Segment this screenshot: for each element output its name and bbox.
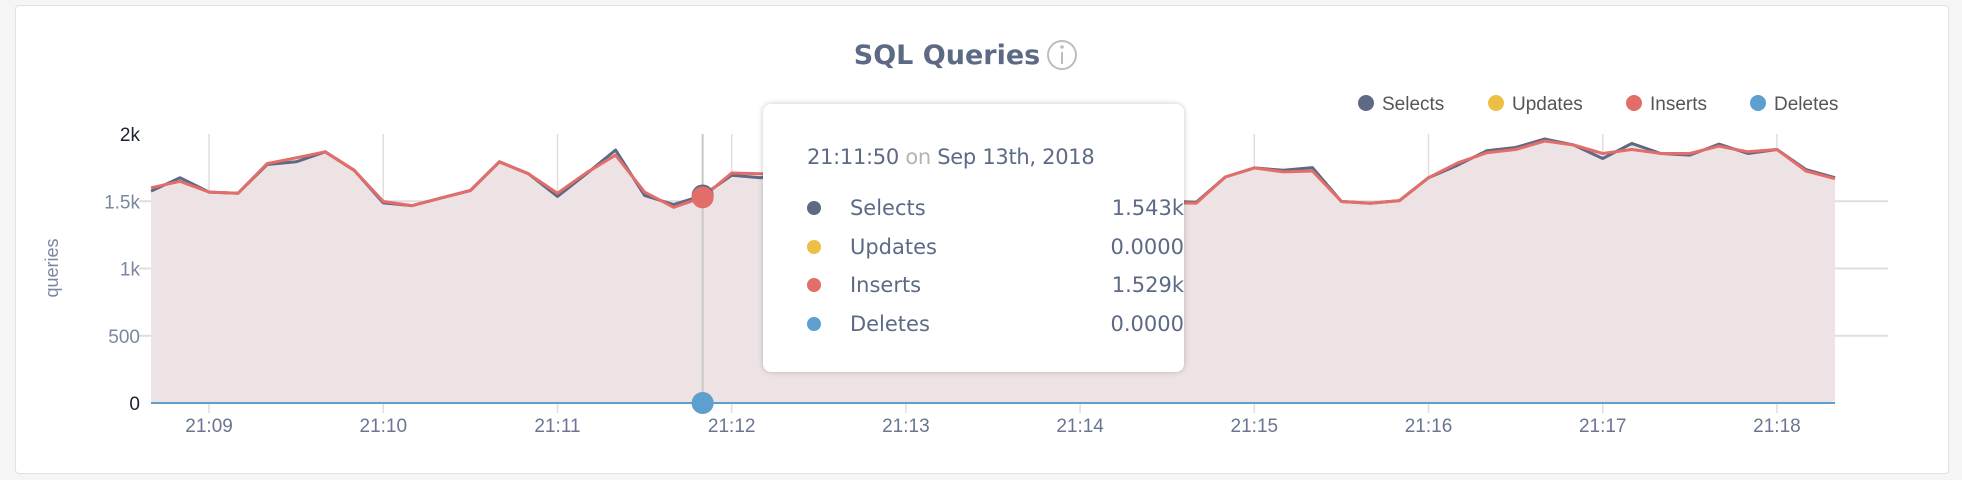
x-tick-label: 21:11 <box>534 416 580 437</box>
x-tick-label: 21:13 <box>882 416 930 437</box>
tooltip-row-selects: Selects 1.543k <box>807 189 1184 228</box>
inserts-dot-icon <box>807 278 821 293</box>
y-axis-label: queries <box>42 238 62 297</box>
tooltip: 21:11:50 on Sep 13th, 2018 Selects 1.543… <box>763 104 1184 372</box>
legend-dot-icon <box>1488 95 1504 111</box>
x-tick-label: 21:18 <box>1753 416 1801 437</box>
tooltip-label: Selects <box>849 196 926 221</box>
y-tick-label: 2k <box>120 125 141 146</box>
x-tick-label: 21:12 <box>708 416 756 437</box>
x-tick-label: 21:17 <box>1579 416 1627 437</box>
tooltip-title: 21:11:50 on Sep 13th, 2018 <box>807 145 1184 189</box>
x-tick-label: 21:14 <box>1056 416 1104 437</box>
x-tick-label: 21:16 <box>1405 416 1453 437</box>
tooltip-value: 1.543k <box>1111 196 1184 221</box>
legend-item-selects[interactable]: Selects <box>1382 94 1444 115</box>
tooltip-value: 1.529k <box>1111 273 1184 298</box>
selects-dot-icon <box>807 201 821 216</box>
tooltip-row-inserts: Inserts 1.529k <box>807 266 1184 305</box>
legend-dot-icon <box>1750 95 1766 111</box>
tooltip-value: 0.0000 <box>1110 311 1184 336</box>
legend-dot-icon <box>1358 95 1374 111</box>
hover-marker-deletes <box>691 392 714 414</box>
deletes-dot-icon <box>807 316 821 331</box>
y-tick-label: 0 <box>129 394 140 415</box>
tooltip-time: 21:11:50 <box>807 145 899 169</box>
tooltip-label: Inserts <box>849 273 922 298</box>
legend-item-deletes[interactable]: Deletes <box>1774 94 1838 115</box>
x-tick-label: 21:10 <box>360 416 408 437</box>
chart-title: SQL Queries <box>854 40 1040 71</box>
tooltip-label: Updates <box>849 234 937 259</box>
y-tick-label: 500 <box>108 327 140 348</box>
tooltip-row-updates: Updates 0.0000 <box>807 228 1184 267</box>
tooltip-row-deletes: Deletes 0.0000 <box>807 305 1184 344</box>
tooltip-on: on <box>905 145 931 169</box>
legend-item-updates[interactable]: Updates <box>1512 94 1583 115</box>
tooltip-value: 0.0000 <box>1110 234 1184 259</box>
legend-dot-icon <box>1626 95 1642 111</box>
y-tick-label: 1k <box>120 260 141 281</box>
legend-item-inserts[interactable]: Inserts <box>1650 94 1707 115</box>
x-tick-label: 21:09 <box>185 416 233 437</box>
updates-dot-icon <box>807 239 821 254</box>
tooltip-date: Sep 13th, 2018 <box>937 145 1095 169</box>
y-tick-label: 1.5k <box>104 192 140 213</box>
tooltip-label: Deletes <box>849 311 930 336</box>
x-tick-label: 21:15 <box>1231 416 1279 437</box>
hover-marker-inserts <box>691 186 714 209</box>
info-icon[interactable] <box>1047 40 1077 70</box>
